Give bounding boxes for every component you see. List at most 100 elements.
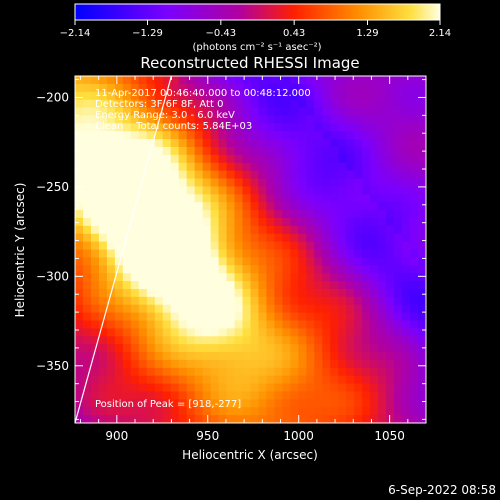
heatmap-cell	[410, 162, 419, 172]
heatmap-cell	[370, 257, 379, 266]
heatmap-cell	[186, 257, 196, 266]
heatmap-cell	[82, 91, 92, 101]
heatmap-cell	[290, 352, 299, 361]
heatmap-cell	[378, 139, 387, 148]
heatmap-cell	[114, 281, 124, 290]
heatmap-cell	[274, 123, 284, 132]
heatmap-cell	[218, 288, 228, 298]
heatmap-cell	[354, 139, 363, 148]
heatmap-cell	[226, 344, 236, 353]
heatmap-cell	[210, 296, 220, 306]
heatmap-cell	[290, 99, 299, 109]
heatmap-cell	[194, 99, 204, 109]
heatmap-cell	[306, 383, 315, 393]
heatmap-cell	[154, 139, 164, 148]
heatmap-cell	[82, 281, 92, 290]
heatmap-cell	[346, 328, 355, 337]
heatmap-cell	[322, 178, 331, 188]
heatmap-cell	[314, 91, 323, 101]
heatmap-cell	[242, 288, 252, 298]
heatmap-cell	[250, 162, 260, 172]
heatmap-cell	[170, 210, 180, 219]
heatmap-cell	[322, 186, 331, 195]
heatmap-cell	[98, 202, 108, 211]
heatmap-cell	[266, 225, 276, 235]
heatmap-cell	[210, 249, 220, 258]
heatmap-cell	[330, 233, 339, 243]
heatmap-cell	[210, 99, 220, 109]
heatmap-cell	[346, 186, 355, 195]
heatmap-cell	[186, 304, 196, 314]
heatmap-cell	[98, 217, 108, 227]
heatmap-cell	[290, 225, 299, 235]
heatmap-cell	[258, 107, 268, 117]
heatmap-cell	[170, 154, 180, 164]
heatmap-cell	[330, 304, 339, 314]
heatmap-cell	[378, 146, 387, 156]
heatmap-cell	[242, 115, 252, 124]
heatmap-cell	[290, 249, 299, 258]
heatmap-cell	[170, 415, 180, 423]
heatmap-cell	[410, 170, 419, 180]
heatmap-cell	[274, 210, 284, 219]
heatmap-cell	[338, 76, 347, 85]
heatmap-cell	[202, 407, 212, 416]
heatmap-cell	[258, 257, 268, 266]
heatmap-cell	[346, 383, 355, 393]
heatmap-cell	[114, 131, 124, 140]
heatmap-cell	[210, 233, 220, 243]
heatmap-cell	[130, 328, 140, 337]
heatmap-cell	[314, 76, 323, 85]
heatmap-cell	[314, 304, 323, 314]
heatmap-cell	[178, 202, 188, 211]
annotation-line-1: Detectors: 3F 6F 8F, Att 0	[95, 99, 223, 110]
heatmap-cell	[186, 178, 196, 188]
heatmap-cell	[378, 170, 387, 180]
heatmap-cell	[106, 415, 116, 423]
heatmap-cell	[330, 76, 339, 85]
heatmap-cell	[314, 265, 323, 274]
heatmap-cell	[170, 288, 180, 298]
heatmap-cell	[178, 83, 188, 93]
heatmap-cell	[290, 304, 299, 314]
heatmap-cell	[154, 304, 164, 314]
heatmap-cell	[98, 170, 108, 180]
heatmap-cell	[106, 91, 116, 101]
heatmap-cell	[194, 217, 204, 227]
heatmap-cell	[298, 352, 307, 361]
heatmap-cell	[138, 265, 148, 274]
heatmap-cell	[90, 281, 100, 290]
heatmap-cell	[282, 76, 291, 85]
heatmap-cell	[130, 344, 140, 353]
heatmap-cell	[298, 186, 307, 195]
heatmap-cell	[106, 367, 116, 377]
heatmap-cell	[114, 194, 124, 203]
heatmap-cell	[226, 186, 236, 195]
heatmap-cell	[354, 383, 363, 393]
heatmap-cell	[282, 146, 291, 156]
heatmap-cell	[402, 273, 411, 282]
heatmap-cell	[82, 170, 92, 180]
limb-line	[75, 76, 172, 423]
heatmap-cell	[82, 123, 92, 132]
heatmap-cell	[290, 202, 299, 211]
heatmap-cell	[194, 115, 204, 124]
heatmap-cell	[394, 107, 403, 117]
heatmap-cell	[186, 154, 196, 164]
heatmap-cell	[114, 210, 124, 219]
heatmap-cell	[386, 83, 395, 93]
heatmap-cell	[330, 391, 339, 400]
heatmap-cell	[346, 178, 355, 188]
heatmap-cell	[322, 375, 331, 385]
heatmap-cell	[218, 178, 228, 188]
heatmap-cell	[322, 241, 331, 251]
heatmap-cell	[106, 210, 116, 219]
heatmap-cell	[330, 99, 339, 109]
heatmap-cell	[178, 265, 188, 274]
heatmap-cell	[82, 344, 92, 353]
heatmap-cell	[346, 162, 355, 172]
heatmap-cell	[250, 407, 260, 416]
heatmap-cell	[370, 249, 379, 258]
heatmap-cell	[202, 415, 212, 423]
heatmap-cell	[298, 383, 307, 393]
